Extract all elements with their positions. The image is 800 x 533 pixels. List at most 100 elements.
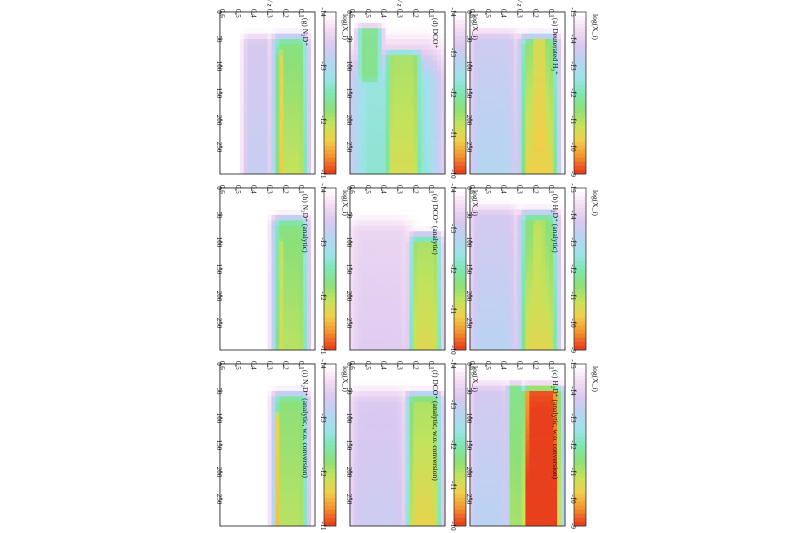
heatmap-cell [537,509,542,516]
heatmap-cell [497,488,502,494]
colorbar-cell [574,325,586,331]
heatmap-cell [485,125,491,132]
heatmap-cell [409,39,414,45]
colorbar-tick-label: -11 [449,481,457,491]
heatmap-cell [381,509,386,516]
heatmap-cell [505,157,510,164]
heatmap-cell [529,141,534,148]
heatmap-cell [513,152,518,159]
heatmap-cell [433,130,438,137]
heatmap-cell [357,450,363,457]
heatmap-cell [409,412,414,419]
heatmap-cell [421,141,426,148]
heatmap-cell [505,482,510,489]
colorbar-cell [454,424,466,430]
heatmap-cell [409,136,414,142]
colorbar-tick-label: -12 [569,88,577,98]
heatmap-cell [385,120,390,126]
heatmap-cell [489,274,495,281]
heatmap-cell [433,328,438,335]
heatmap-cell [413,209,418,216]
heatmap-cell [481,204,487,210]
heatmap-cell [405,168,410,175]
heatmap-cell [470,499,475,505]
heatmap-cell [357,125,363,132]
heatmap-cell [541,225,546,232]
heatmap-cell [393,418,398,424]
heatmap-cell [353,509,359,516]
heatmap-cell [350,504,355,511]
heatmap-cell [433,374,438,381]
heatmap-cell [425,428,430,435]
heatmap-cell [553,445,558,451]
x-tick-label: 150 [465,88,473,99]
heatmap-cell [541,66,546,72]
heatmap-cell [353,103,359,110]
heatmap-cell [561,193,566,200]
heatmap-cell [413,39,418,45]
heatmap-cell [425,17,430,24]
heatmap-cell [517,231,522,237]
x-tick-label: 150 [465,440,473,451]
heatmap-cell [393,391,398,397]
heatmap-cell [381,39,386,45]
heatmap-cell [505,93,510,99]
colorbar-cell [454,317,466,322]
heatmap-cell [533,103,538,110]
heatmap-cell [433,209,438,216]
heatmap-cell [557,482,562,489]
heatmap-cell [549,188,554,194]
heatmap-cell [397,439,402,446]
heatmap-cell [441,152,446,159]
heatmap-cell [417,33,422,40]
heatmap-cell [529,198,534,205]
heatmap-cell [517,236,522,243]
y-tick-label: 0.2 [411,361,419,370]
heatmap-cell [485,215,491,221]
heatmap-cell [481,296,487,302]
heatmap-cell [369,71,375,78]
heatmap-cell [401,120,406,126]
heatmap-cell [470,247,475,254]
heatmap-cell [365,296,371,302]
heatmap-cell [393,488,398,494]
heatmap-cell [529,290,534,297]
heatmap-cell [501,434,506,440]
heatmap-cell [405,39,410,45]
heatmap-cell [381,247,386,254]
heatmap-cell [441,60,446,67]
heatmap-cell [299,44,304,51]
heatmap-cell [421,323,426,329]
heatmap-cell [537,296,542,302]
heatmap-cell [417,401,422,408]
heatmap-cell [381,157,386,164]
heatmap-cell [505,374,510,381]
heatmap-cell [381,369,386,376]
heatmap-cell [549,482,554,489]
heatmap-cell [497,28,502,34]
heatmap-cell [533,477,538,484]
heatmap-cell [525,220,530,227]
heatmap-cell [377,168,382,175]
heatmap-cell [381,225,386,232]
heatmap-cell [489,242,495,248]
heatmap-cell [429,22,434,29]
heatmap-cell [389,385,394,392]
heatmap-cell [473,114,479,121]
heatmap-cell [417,493,422,500]
heatmap-cell [481,28,487,34]
heatmap-cell [501,279,506,286]
heatmap-cell [381,98,386,105]
heatmap-cell [489,391,495,397]
heatmap-cell [541,412,546,419]
heatmap-cell [373,301,379,308]
heatmap-cell [405,407,410,413]
heatmap-cell [549,339,554,345]
heatmap-cell [557,247,562,254]
heatmap-cell [389,242,394,248]
heatmap-cell [441,301,446,308]
heatmap-cell [470,141,475,148]
heatmap-cell [381,499,386,505]
heatmap-cell [557,60,562,67]
heatmap-cell [235,39,241,45]
